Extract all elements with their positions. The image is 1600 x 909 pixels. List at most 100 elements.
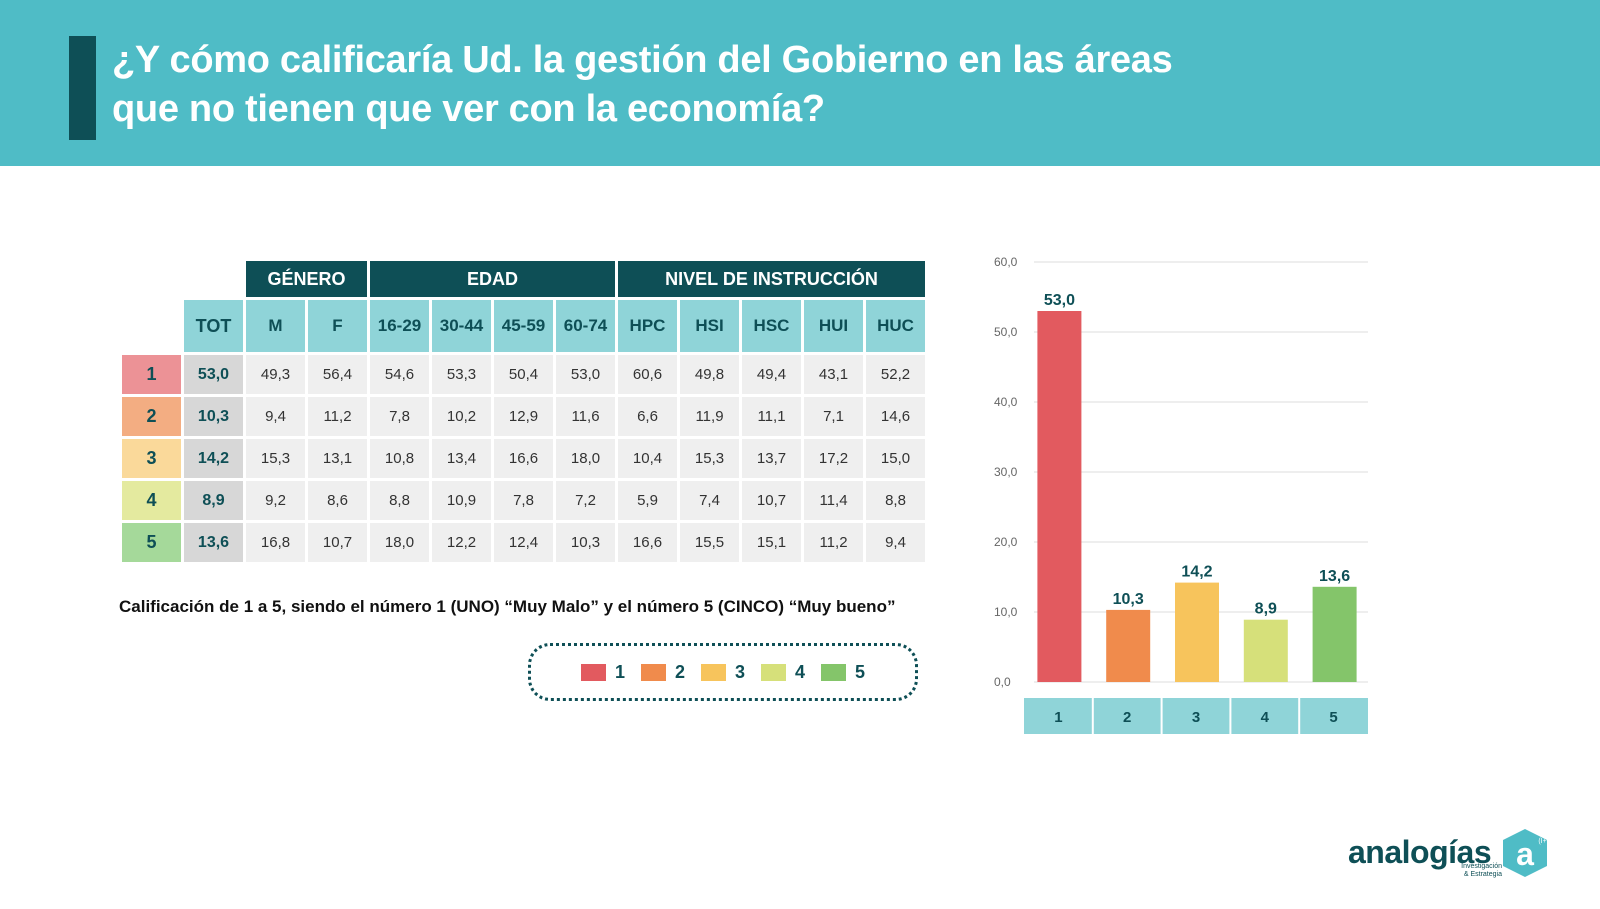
table-cell: 52,2 [866,355,925,394]
table-cell: 18,0 [370,523,429,562]
table-cell: 6,6 [618,397,677,436]
group-header-genero: GÉNERO [246,261,367,297]
table-cell: 15,0 [866,439,925,478]
table-cell: 12,2 [432,523,491,562]
table-row: 1 53,0 49,3 56,4 54,6 53,3 50,4 53,0 60,6 49,8 49,… [122,355,925,394]
bar [1037,311,1082,682]
table-cell: 7,2 [556,481,615,520]
total-cell: 53,0 [184,355,243,394]
bar [1106,609,1151,682]
group-header-edad: EDAD [370,261,615,297]
legend-label: 2 [674,661,685,682]
x-tick-label: 5 [1329,709,1337,726]
table-cell: 7,4 [680,481,739,520]
legend-item: 3 [700,661,745,683]
table-cell: 15,1 [742,523,801,562]
row-label: 1 [122,355,181,394]
blank-corner [184,261,243,297]
legend: 1 2 3 4 5 [528,643,918,701]
bar [1243,619,1288,682]
legend-swatch [821,663,847,681]
x-tick-label: 4 [1261,709,1270,726]
table-cell: 5,9 [618,481,677,520]
table-cell: 49,8 [680,355,739,394]
column-header: HUI [804,300,863,352]
blank-corner [122,300,181,352]
table-cell: 8,8 [866,481,925,520]
table-row: 2 10,3 9,4 11,2 7,8 10,2 12,9 11,6 6,6 11,9 11,1 7,… [122,397,925,436]
analogias-logo: analogías a (I+E) Investigación & Estrat… [1348,825,1557,879]
table-cell: 8,6 [308,481,367,520]
table-row: 4 8,9 9,2 8,6 8,8 10,9 7,8 7,2 5,9 7,4 10,7 11,4 8,8 [122,481,925,520]
y-tick-label: 0,0 [994,675,1011,689]
y-tick-label: 30,0 [994,465,1018,479]
logo-hexagon-icon: a (I+E) [1503,829,1554,877]
table-cell: 9,4 [866,523,925,562]
rating-note: Calificación de 1 a 5, siendo el número … [119,597,896,616]
table-cell: 8,8 [370,481,429,520]
table-cell: 16,8 [246,523,305,562]
x-tick-label: 3 [1192,709,1200,726]
bar-value-label: 14,2 [1181,564,1212,581]
table-cell: 15,3 [680,439,739,478]
column-header: 45-59 [494,300,553,352]
page-title-line2: que no tienen que ver con la economía? [112,88,825,130]
table-cell: 9,2 [246,481,305,520]
table-cell: 60,6 [618,355,677,394]
total-cell: 8,9 [184,481,243,520]
table-cell: 10,8 [370,439,429,478]
logo-badge: (I+E) [1538,838,1553,845]
page-title: ¿Y cómo calificaría Ud. la gestión del G… [112,36,1312,134]
page-title-line1: ¿Y cómo calificaría Ud. la gestión del G… [112,39,1173,81]
table-cell: 11,2 [804,523,863,562]
x-axis-band [1024,698,1368,734]
table-cell: 7,1 [804,397,863,436]
table-cell: 15,3 [246,439,305,478]
bar-value-label: 10,3 [1113,591,1144,608]
table-cell: 10,4 [618,439,677,478]
table-cell: 16,6 [494,439,553,478]
table-cell: 13,7 [742,439,801,478]
legend-item: 1 [580,661,625,683]
column-header: 16-29 [370,300,429,352]
table-body: 1 53,0 49,3 56,4 54,6 53,3 50,4 53,0 60,6 49,8 49,… [122,355,925,562]
results-table: GÉNERO EDAD NIVEL DE INSTRUCCIÓN TOT M F… [119,258,928,565]
table-cell: 15,5 [680,523,739,562]
logo-subtitle-line1: Investigación [1461,863,1502,870]
legend-swatch [640,663,666,681]
column-header: M [246,300,305,352]
legend-swatch [761,663,786,681]
bar [1312,586,1357,682]
column-header: 60-74 [556,300,615,352]
logo-subtitle-line2: & Estrategia [1463,871,1502,878]
x-tick-label: 2 [1123,709,1131,726]
legend-label: 3 [734,661,745,682]
legend-swatch [700,663,726,681]
legend-swatch [580,663,606,681]
total-cell: 10,3 [184,397,243,436]
row-label: 3 [122,439,181,478]
row-label: 5 [122,523,181,562]
legend-label: 1 [614,661,625,682]
table-cell: 17,2 [804,439,863,478]
table-cell: 49,4 [742,355,801,394]
table-cell: 12,4 [494,523,553,562]
table-cell: 53,3 [432,355,491,394]
table-cell: 43,1 [804,355,863,394]
total-cell: 14,2 [184,439,243,478]
table-cell: 11,9 [680,397,739,436]
column-header-row: TOT M F 16-29 30-44 45-59 60-74 HPC HSI … [122,300,925,352]
legend-item: 2 [640,661,685,683]
total-cell: 13,6 [184,523,243,562]
header-banner: ¿Y cómo calificaría Ud. la gestión del G… [0,0,1600,166]
table-cell: 12,9 [494,397,553,436]
column-header: HSI [680,300,739,352]
table-row: 5 13,6 16,8 10,7 18,0 12,2 12,4 10,3 16,6 15,5 15,… [122,523,925,562]
table-cell: 10,7 [308,523,367,562]
bar-value-label: 13,6 [1319,568,1350,585]
table-cell: 49,3 [246,355,305,394]
group-header-row: GÉNERO EDAD NIVEL DE INSTRUCCIÓN [122,261,925,297]
table-cell: 53,0 [556,355,615,394]
table-cell: 13,1 [308,439,367,478]
table-row: 3 14,2 15,3 13,1 10,8 13,4 16,6 18,0 10,4 15,3 13,… [122,439,925,478]
